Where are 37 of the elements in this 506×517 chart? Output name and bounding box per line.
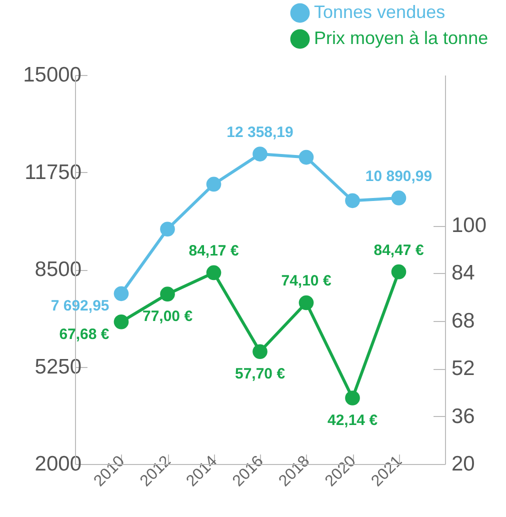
point [391,264,406,280]
point [345,390,360,406]
data-label: 67,68 € [59,326,110,343]
point [391,190,406,206]
point [252,146,268,162]
y2-tick-label: 68 [452,309,475,332]
point [298,295,314,310]
data-label: 77,00 € [142,308,194,326]
data-label: 7 692,95 [50,298,110,315]
data-label: 10 890,99 [365,168,432,185]
y-tick-label: 8500 [34,258,82,281]
y-tick-label: 11750 [24,160,82,184]
y2-tick-label: 36 [452,404,475,428]
y-tick-label: 5250 [34,355,82,378]
point [345,193,360,208]
point [206,265,222,280]
data-label: 84,17 € [188,242,240,260]
y2-tick-label: 84 [452,262,476,285]
y2-tick-label: 20 [452,452,475,476]
point [114,286,129,302]
y-tick-label: 15000 [23,64,82,86]
point [114,314,129,330]
point [206,176,222,192]
data-label: 42,14 € [327,412,378,430]
y-tick-label: 2000 [34,452,82,476]
legend-label: Prix moyen à la tonne [314,28,488,48]
y2-tick-label: 100 [452,214,487,238]
data-label: 84,47 € [374,242,424,259]
point [298,150,314,165]
data-label: 12 358,19 [226,124,294,142]
point [252,344,268,360]
data-label: 57,70 € [234,366,286,383]
data-label: 74,10 € [281,272,332,290]
y2-tick-label: 52 [452,357,475,380]
legend-label: Tonnes vendues [314,2,446,22]
point [160,222,175,237]
point [160,286,175,302]
